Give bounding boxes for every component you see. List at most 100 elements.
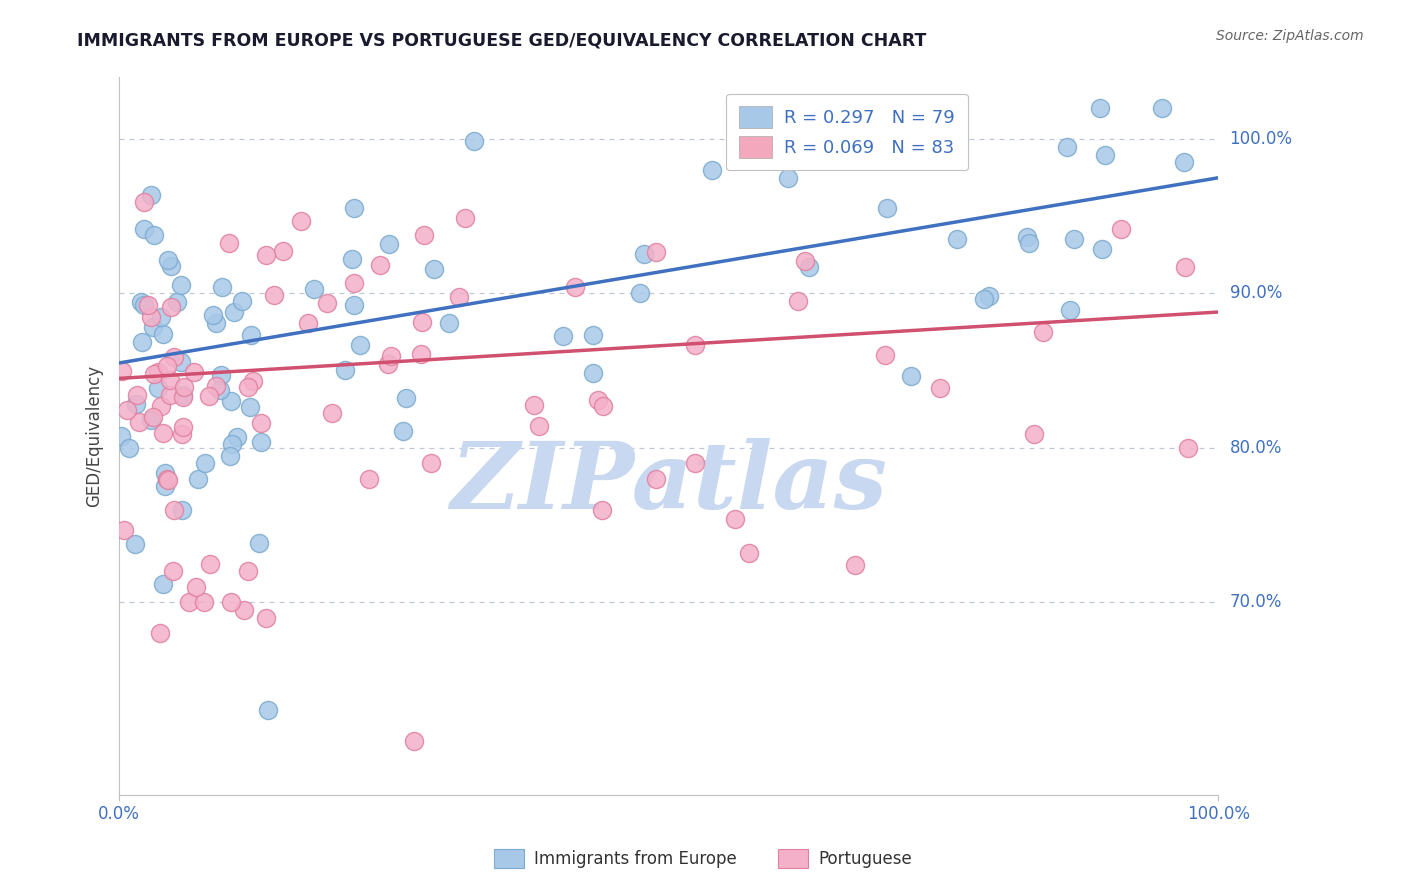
Point (242, 374, 264, 388)
Point (152, 577, 174, 591)
Point (343, 201, 366, 215)
Point (876, 202, 898, 216)
Point (797, 260, 820, 274)
Point (111, 364, 134, 378)
Point (439, 316, 461, 330)
Point (551, 329, 574, 343)
Point (873, 347, 896, 361)
Point (131, 334, 153, 349)
Point (226, 430, 249, 444)
Point (249, 535, 271, 549)
Point (179, 595, 201, 609)
Text: Source: ZipAtlas.com: Source: ZipAtlas.com (1216, 29, 1364, 43)
Point (170, 355, 193, 369)
Point (1018, 236, 1040, 251)
Point (205, 316, 228, 330)
Point (150, 399, 173, 413)
Point (163, 350, 186, 364)
Point (146, 381, 169, 395)
Point (454, 211, 477, 225)
Point (1032, 325, 1054, 339)
Point (163, 502, 186, 516)
Point (1109, 222, 1132, 236)
Point (463, 134, 485, 148)
Point (946, 232, 969, 246)
Point (254, 610, 277, 624)
Point (172, 388, 194, 402)
Point (221, 393, 243, 408)
Point (127, 387, 149, 401)
Point (342, 276, 364, 290)
Point (132, 195, 155, 210)
Legend: R = 0.297   N = 79, R = 0.069   N = 83: R = 0.297 N = 79, R = 0.069 N = 83 (727, 94, 967, 170)
Point (134, 221, 156, 235)
Point (527, 418, 550, 433)
Point (146, 365, 169, 379)
Point (222, 304, 245, 318)
Point (1173, 260, 1195, 274)
Point (160, 259, 183, 273)
Point (187, 472, 209, 486)
Point (211, 279, 233, 293)
Point (683, 338, 706, 352)
Point (1059, 303, 1081, 318)
Point (582, 367, 605, 381)
Point (118, 441, 141, 455)
Point (249, 416, 271, 430)
Point (159, 300, 181, 314)
Point (134, 298, 156, 312)
Point (142, 409, 165, 424)
Point (152, 426, 174, 441)
Point (929, 381, 952, 395)
Point (391, 424, 413, 438)
Point (238, 564, 260, 578)
Point (142, 320, 165, 334)
Point (198, 389, 221, 403)
Point (153, 479, 176, 493)
Point (124, 537, 146, 551)
Point (150, 310, 173, 325)
Point (254, 247, 277, 261)
Point (343, 298, 366, 312)
Point (402, 734, 425, 748)
Point (1091, 243, 1114, 257)
Point (142, 367, 165, 381)
Point (219, 595, 242, 609)
Point (155, 466, 177, 480)
Point (683, 456, 706, 470)
Point (315, 295, 337, 310)
Point (233, 603, 256, 617)
Point (1173, 155, 1195, 169)
Point (204, 379, 226, 393)
Point (250, 435, 273, 450)
Point (377, 357, 399, 371)
Point (591, 502, 613, 516)
Point (156, 472, 179, 486)
Point (422, 262, 444, 277)
Point (794, 253, 817, 268)
Text: ZIPatlas: ZIPatlas (450, 438, 887, 528)
Point (172, 419, 194, 434)
Point (357, 472, 380, 486)
Point (209, 383, 232, 397)
Point (1094, 147, 1116, 161)
Text: 100.0%: 100.0% (1230, 130, 1292, 148)
Point (727, 121, 749, 136)
Point (1056, 140, 1078, 154)
Point (302, 282, 325, 296)
Y-axis label: GED/Equivalency: GED/Equivalency (86, 365, 103, 508)
Point (1150, 101, 1173, 115)
Point (411, 315, 433, 329)
Point (297, 316, 319, 330)
Point (409, 347, 432, 361)
Point (239, 400, 262, 414)
Point (173, 380, 195, 394)
Point (172, 390, 194, 404)
Point (523, 398, 546, 412)
Text: 80.0%: 80.0% (1230, 439, 1282, 457)
Point (156, 253, 179, 268)
Legend: Immigrants from Europe, Portuguese: Immigrants from Europe, Portuguese (488, 842, 918, 875)
Point (1090, 101, 1112, 115)
Point (149, 626, 172, 640)
Point (136, 297, 159, 311)
